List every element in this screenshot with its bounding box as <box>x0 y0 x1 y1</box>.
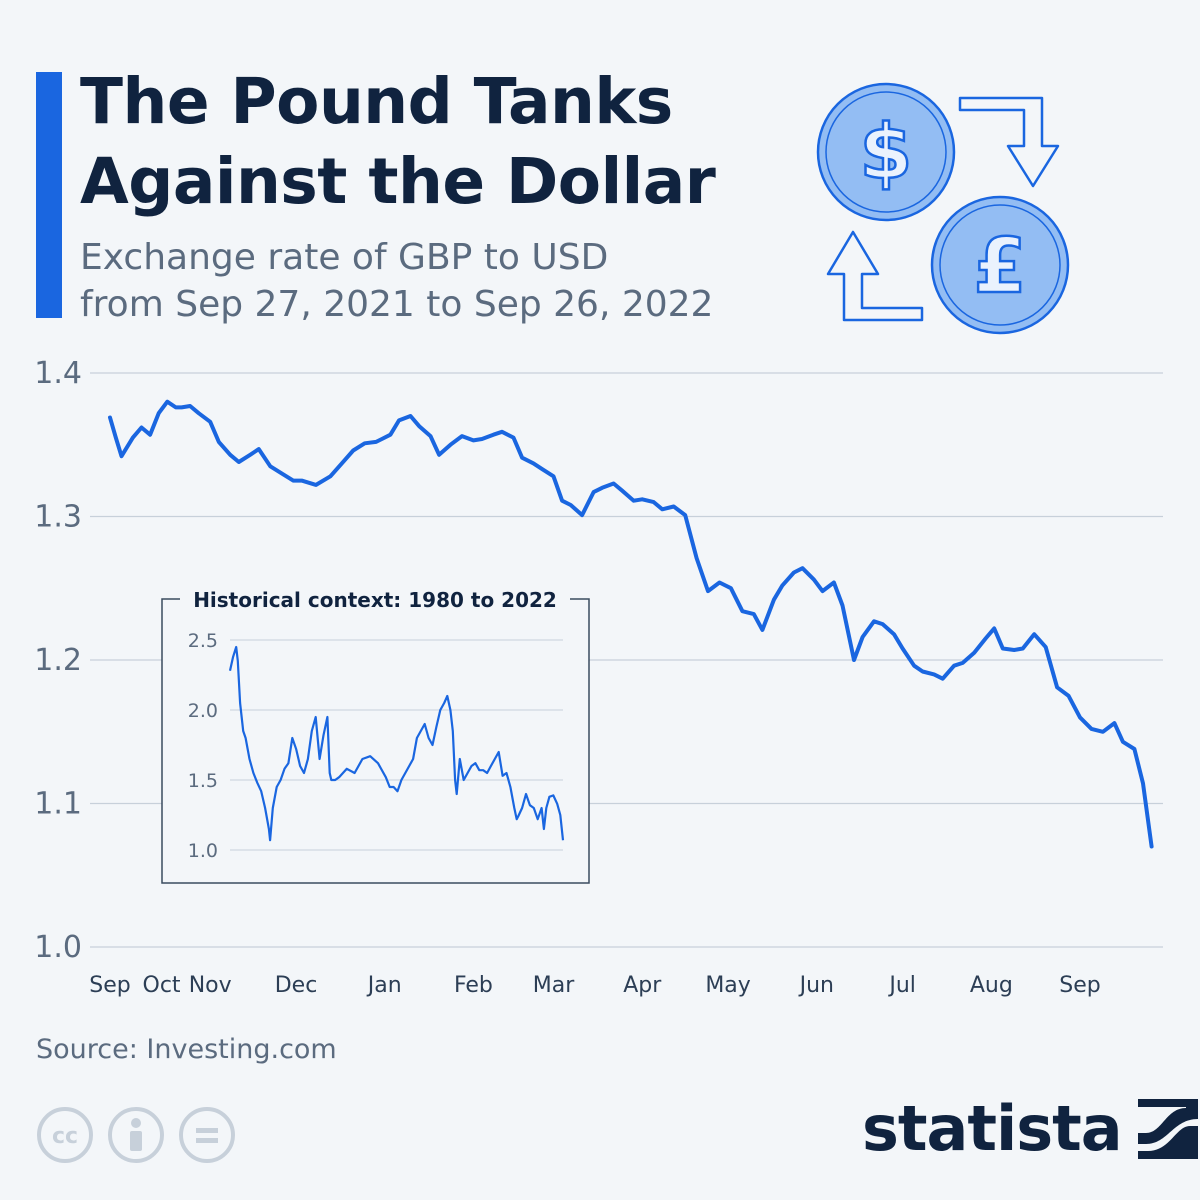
svg-text:£: £ <box>974 221 1027 310</box>
main-x-tick-label: Sep <box>89 973 130 998</box>
page-subtitle: Exchange rate of GBP to USD from Sep 27,… <box>80 234 713 328</box>
main-y-tick-label: 1.1 <box>34 787 82 822</box>
main-x-axis-labels: Sep Oct Nov Dec Jan Feb Mar Apr May Jun Jul Aug Sep <box>89 973 1100 998</box>
main-y-tick-label: 1.0 <box>34 930 82 965</box>
brand-name: statista <box>862 1092 1123 1165</box>
main-y-tick-label: 1.2 <box>34 643 82 678</box>
main-y-axis-labels: 1.0 1.1 1.2 1.3 1.4 <box>34 356 82 965</box>
main-x-tick-label: Apr <box>623 973 662 998</box>
statista-logo[interactable]: statista <box>862 1098 1198 1160</box>
inset-y-tick-label: 2.5 <box>188 630 218 652</box>
main-x-tick-label: Oct <box>143 973 181 998</box>
main-x-tick-label: Aug <box>970 973 1013 998</box>
main-x-tick-label: Jun <box>798 973 834 998</box>
svg-text:cc: cc <box>52 1124 78 1149</box>
title-line-1: The Pound Tanks <box>80 65 673 138</box>
main-x-tick-label: Sep <box>1059 973 1100 998</box>
main-x-tick-label: May <box>705 973 750 998</box>
inset-y-axis-labels: 1.0 1.5 2.0 2.5 <box>188 630 218 862</box>
inset-title-background <box>180 586 570 612</box>
accent-bar <box>36 72 62 318</box>
creative-commons-icon[interactable]: cc <box>36 1106 94 1164</box>
historical-inset: Historical context: 1980 to 2022 1.0 1.5 2… <box>161 586 590 884</box>
gbp-usd-series-line <box>108 399 1154 849</box>
inset-y-tick-label: 2.0 <box>188 700 218 722</box>
source-note: Source: Investing.com <box>36 1034 337 1065</box>
historical-series-line <box>228 645 565 842</box>
main-x-tick-label: Nov <box>189 973 232 998</box>
currency-exchange-illustration: $ £ <box>816 82 1070 335</box>
inset-y-tick-label: 1.5 <box>188 770 218 792</box>
svg-text:$: $ <box>860 107 913 196</box>
main-x-tick-label: Feb <box>454 973 493 998</box>
main-y-tick-label: 1.4 <box>34 356 82 391</box>
inset-y-tick-label: 1.0 <box>188 840 218 862</box>
main-x-tick-label: Mar <box>533 973 575 998</box>
main-y-tick-label: 1.3 <box>34 500 82 535</box>
page-title: The Pound Tanks Against the Dollar <box>80 62 716 222</box>
no-derivatives-icon[interactable] <box>178 1106 236 1164</box>
attribution-icon[interactable] <box>107 1106 165 1164</box>
inset-frame <box>161 598 590 884</box>
main-x-tick-label: Dec <box>275 973 318 998</box>
title-line-2: Against the Dollar <box>80 145 716 218</box>
main-x-tick-label: Jan <box>366 973 402 998</box>
exchange-arrows-icon <box>826 96 1060 322</box>
subtitle-line-2: from Sep 27, 2021 to Sep 26, 2022 <box>80 284 714 325</box>
gbp-usd-line-chart: 1.0 1.1 1.2 1.3 1.4 Sep Oct Nov Dec Jan Feb Mar Apr… <box>34 356 1163 998</box>
license-icons: cc <box>36 1106 236 1164</box>
statista-mark-icon <box>1137 1099 1198 1159</box>
main-x-tick-label: Jul <box>887 973 916 998</box>
pound-coin-icon: £ <box>930 195 1070 335</box>
subtitle-line-1: Exchange rate of GBP to USD <box>80 237 609 278</box>
inset-title: Historical context: 1980 to 2022 <box>193 588 557 612</box>
dollar-coin-icon: $ <box>816 82 956 222</box>
